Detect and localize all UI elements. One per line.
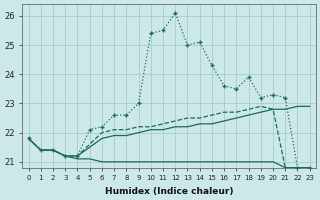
X-axis label: Humidex (Indice chaleur): Humidex (Indice chaleur) (105, 187, 233, 196)
